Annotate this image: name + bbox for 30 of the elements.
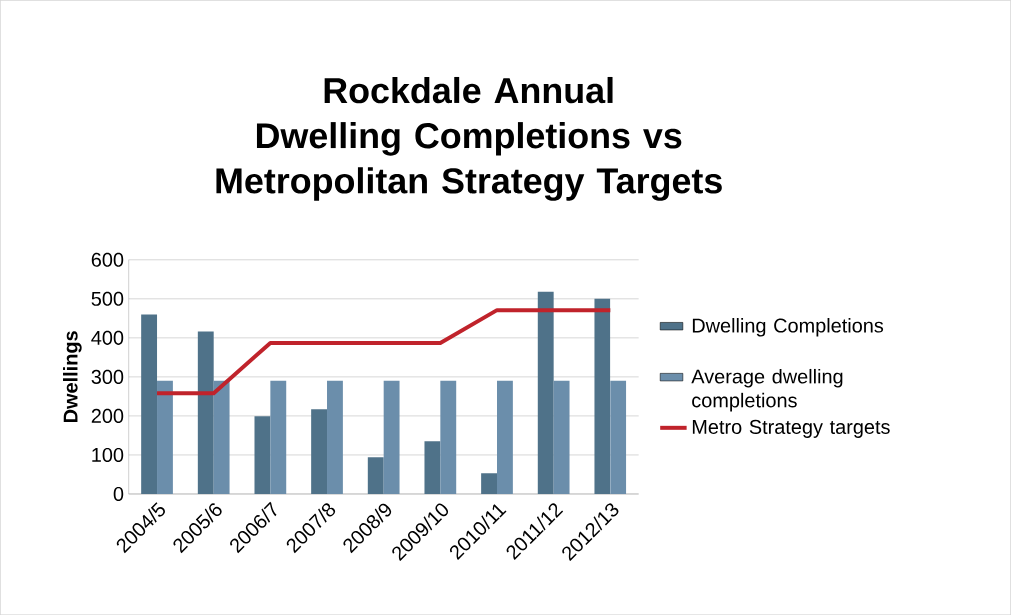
y-tick-label: 600 xyxy=(91,252,124,267)
y-axis-title: Dwellings xyxy=(63,331,82,422)
y-tick-label: 200 xyxy=(91,408,124,423)
bar xyxy=(537,291,554,494)
legend-label: Average dwelling completions xyxy=(691,368,843,412)
legend-label: Metro Strategy targets xyxy=(692,419,890,438)
y-tick-label: 100 xyxy=(92,447,124,462)
bar xyxy=(594,298,611,494)
bar xyxy=(157,380,173,494)
y-tick-label: 300 xyxy=(91,369,124,384)
bar xyxy=(610,380,627,494)
bar xyxy=(481,473,497,494)
bar xyxy=(311,409,328,494)
bar xyxy=(254,416,271,494)
chart-title: Rockdale Annual Dwelling Completions vs Metropolitan Strategy Targets xyxy=(216,76,722,201)
legend-label: Dwelling Completions xyxy=(692,317,884,337)
bar xyxy=(270,380,287,494)
bar xyxy=(327,380,343,494)
y-tick-label: 500 xyxy=(91,291,124,306)
bar xyxy=(497,380,513,494)
bar xyxy=(197,331,214,494)
bar xyxy=(141,314,158,494)
y-tick-label: 400 xyxy=(91,330,124,345)
bar xyxy=(383,380,400,494)
bar xyxy=(440,380,457,494)
bar xyxy=(553,380,570,494)
y-tick-label: 0 xyxy=(113,486,124,501)
bar xyxy=(367,457,384,494)
bar xyxy=(213,380,230,494)
bar xyxy=(424,441,441,494)
